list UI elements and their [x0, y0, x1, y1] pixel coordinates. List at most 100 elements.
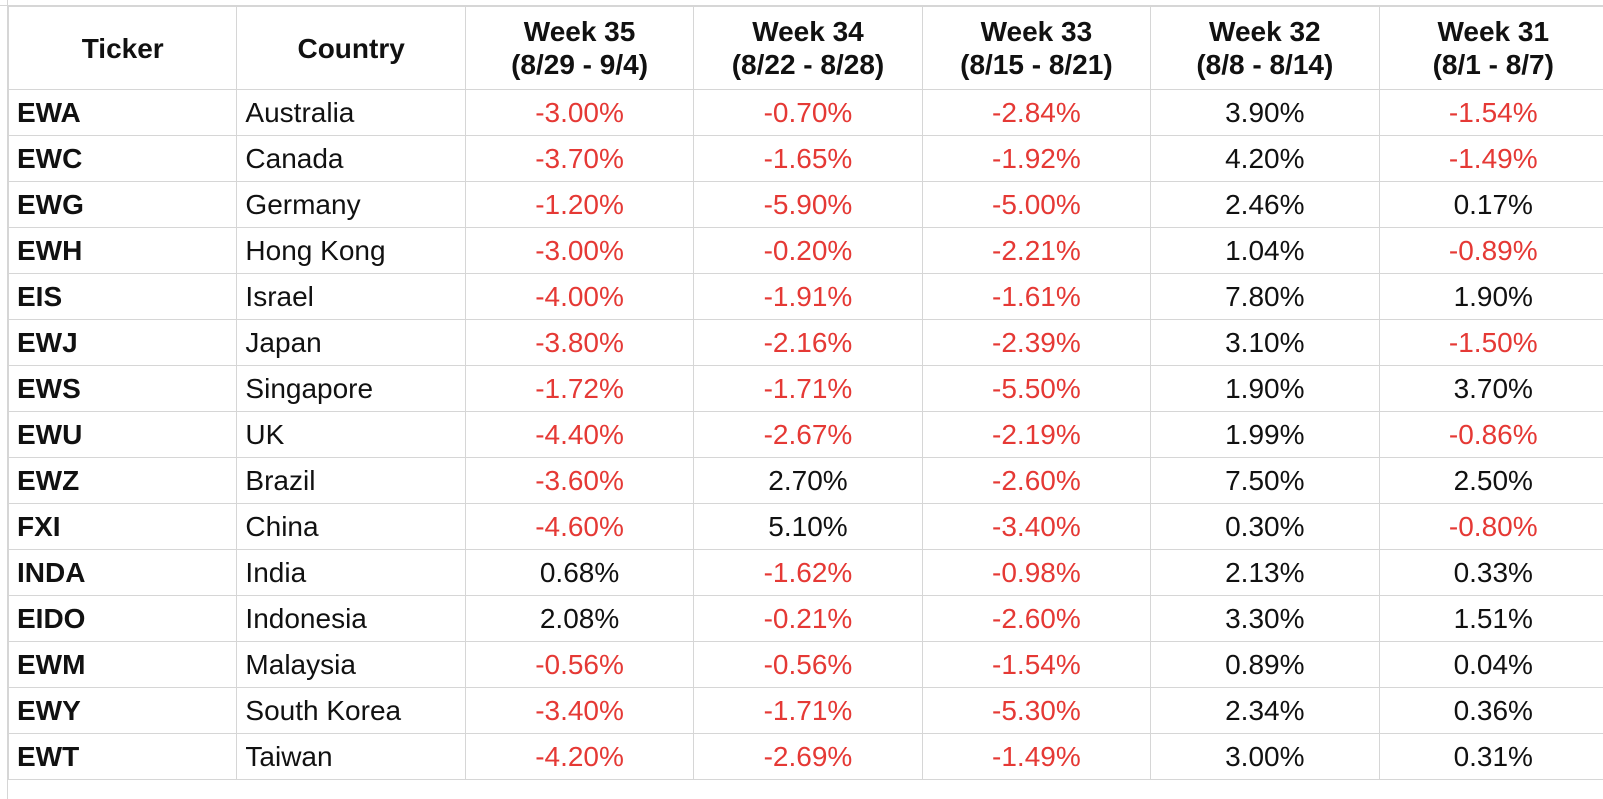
return-cell[interactable]: -5.30% — [921, 687, 1152, 734]
ticker-cell[interactable]: EWZ — [7, 457, 238, 504]
return-cell[interactable]: 2.34% — [1150, 687, 1380, 734]
return-cell[interactable]: 1.90% — [1150, 365, 1380, 412]
return-cell[interactable]: -5.00% — [921, 181, 1152, 228]
return-cell[interactable]: 2.08% — [464, 595, 695, 642]
return-cell[interactable]: 1.51% — [1378, 595, 1603, 642]
return-cell[interactable]: -1.54% — [921, 641, 1152, 688]
ticker-cell[interactable]: EWT — [7, 733, 238, 780]
return-cell[interactable]: -2.19% — [921, 411, 1152, 458]
country-cell[interactable]: Canada — [236, 135, 466, 182]
return-cell[interactable]: 3.00% — [1150, 733, 1380, 780]
return-cell[interactable]: -0.70% — [693, 89, 923, 136]
return-cell[interactable]: -1.50% — [1378, 319, 1603, 366]
return-cell[interactable]: -0.56% — [693, 641, 923, 688]
return-cell[interactable]: -2.21% — [921, 227, 1152, 274]
ticker-cell[interactable]: FXI — [7, 503, 238, 550]
return-cell[interactable]: -1.49% — [1378, 135, 1603, 182]
return-cell[interactable]: -1.71% — [693, 687, 923, 734]
return-cell[interactable]: -0.98% — [921, 549, 1152, 596]
return-cell[interactable]: -4.00% — [464, 273, 695, 320]
return-cell[interactable]: 3.30% — [1150, 595, 1380, 642]
return-cell[interactable]: 2.50% — [1378, 457, 1603, 504]
country-cell[interactable]: Brazil — [236, 457, 466, 504]
ticker-cell[interactable]: EWJ — [7, 319, 238, 366]
return-cell[interactable]: 0.04% — [1378, 641, 1603, 688]
return-cell[interactable]: 1.04% — [1150, 227, 1380, 274]
return-cell[interactable]: -3.00% — [464, 89, 695, 136]
header-ticker[interactable]: Ticker — [7, 6, 238, 90]
country-cell[interactable]: Germany — [236, 181, 466, 228]
return-cell[interactable]: 2.70% — [693, 457, 923, 504]
ticker-cell[interactable]: EWA — [7, 89, 238, 136]
ticker-cell[interactable]: EWG — [7, 181, 238, 228]
return-cell[interactable]: -0.56% — [464, 641, 695, 688]
return-cell[interactable]: -1.61% — [921, 273, 1152, 320]
ticker-cell[interactable]: EWM — [7, 641, 238, 688]
header-week-32[interactable]: Week 32 (8/8 - 8/14) — [1150, 6, 1380, 90]
return-cell[interactable]: -2.67% — [693, 411, 923, 458]
return-cell[interactable]: -3.00% — [464, 227, 695, 274]
return-cell[interactable]: -1.91% — [693, 273, 923, 320]
return-cell[interactable]: -1.92% — [921, 135, 1152, 182]
return-cell[interactable]: -1.20% — [464, 181, 695, 228]
return-cell[interactable]: 0.36% — [1378, 687, 1603, 734]
return-cell[interactable]: 2.46% — [1150, 181, 1380, 228]
country-cell[interactable]: Taiwan — [236, 733, 466, 780]
return-cell[interactable]: -0.80% — [1378, 503, 1603, 550]
country-cell[interactable]: South Korea — [236, 687, 466, 734]
country-cell[interactable]: Australia — [236, 89, 466, 136]
country-cell[interactable]: India — [236, 549, 466, 596]
country-cell[interactable]: Japan — [236, 319, 466, 366]
ticker-cell[interactable]: EWH — [7, 227, 238, 274]
return-cell[interactable]: -2.60% — [921, 457, 1152, 504]
return-cell[interactable]: -1.71% — [693, 365, 923, 412]
ticker-cell[interactable]: INDA — [7, 549, 238, 596]
return-cell[interactable]: 3.70% — [1378, 365, 1603, 412]
return-cell[interactable]: 3.90% — [1150, 89, 1380, 136]
header-country[interactable]: Country — [236, 6, 466, 90]
return-cell[interactable]: -5.50% — [921, 365, 1152, 412]
return-cell[interactable]: -4.20% — [464, 733, 695, 780]
return-cell[interactable]: -0.20% — [693, 227, 923, 274]
header-week-31[interactable]: Week 31 (8/1 - 8/7) — [1378, 6, 1603, 90]
return-cell[interactable]: 0.33% — [1378, 549, 1603, 596]
return-cell[interactable]: 3.10% — [1150, 319, 1380, 366]
country-cell[interactable]: Malaysia — [236, 641, 466, 688]
ticker-cell[interactable]: EWC — [7, 135, 238, 182]
return-cell[interactable]: 0.17% — [1378, 181, 1603, 228]
country-cell[interactable]: Singapore — [236, 365, 466, 412]
return-cell[interactable]: -3.80% — [464, 319, 695, 366]
ticker-cell[interactable]: EWU — [7, 411, 238, 458]
return-cell[interactable]: 0.89% — [1150, 641, 1380, 688]
header-week-35[interactable]: Week 35 (8/29 - 9/4) — [464, 6, 695, 90]
ticker-cell[interactable]: EWS — [7, 365, 238, 412]
return-cell[interactable]: -1.49% — [921, 733, 1152, 780]
country-cell[interactable]: Israel — [236, 273, 466, 320]
country-cell[interactable]: China — [236, 503, 466, 550]
return-cell[interactable]: -3.60% — [464, 457, 695, 504]
ticker-cell[interactable]: EWY — [7, 687, 238, 734]
return-cell[interactable]: -3.40% — [921, 503, 1152, 550]
return-cell[interactable]: -0.89% — [1378, 227, 1603, 274]
return-cell[interactable]: 0.30% — [1150, 503, 1380, 550]
return-cell[interactable]: -2.69% — [693, 733, 923, 780]
country-cell[interactable]: UK — [236, 411, 466, 458]
return-cell[interactable]: -2.39% — [921, 319, 1152, 366]
return-cell[interactable]: -1.72% — [464, 365, 695, 412]
ticker-cell[interactable]: EIDO — [7, 595, 238, 642]
return-cell[interactable]: -0.86% — [1378, 411, 1603, 458]
return-cell[interactable]: -5.90% — [693, 181, 923, 228]
return-cell[interactable]: 0.68% — [464, 549, 695, 596]
return-cell[interactable]: -4.60% — [464, 503, 695, 550]
return-cell[interactable]: 7.50% — [1150, 457, 1380, 504]
ticker-cell[interactable]: EIS — [7, 273, 238, 320]
return-cell[interactable]: -3.70% — [464, 135, 695, 182]
country-cell[interactable]: Indonesia — [236, 595, 466, 642]
return-cell[interactable]: -3.40% — [464, 687, 695, 734]
header-week-33[interactable]: Week 33 (8/15 - 8/21) — [921, 6, 1152, 90]
return-cell[interactable]: 1.99% — [1150, 411, 1380, 458]
return-cell[interactable]: 5.10% — [693, 503, 923, 550]
return-cell[interactable]: -1.62% — [693, 549, 923, 596]
return-cell[interactable]: -1.54% — [1378, 89, 1603, 136]
return-cell[interactable]: 1.90% — [1378, 273, 1603, 320]
